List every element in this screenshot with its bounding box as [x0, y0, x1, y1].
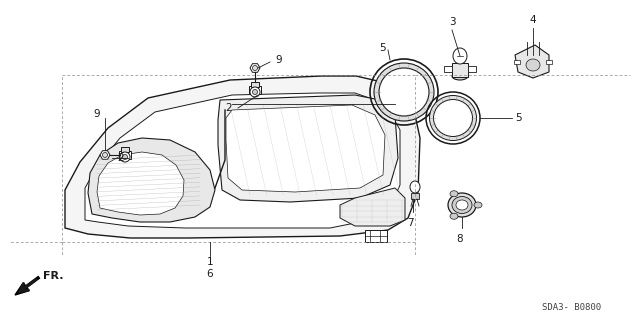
Ellipse shape [374, 63, 434, 121]
Polygon shape [515, 45, 549, 78]
Ellipse shape [450, 213, 458, 219]
Ellipse shape [456, 200, 468, 210]
Polygon shape [88, 138, 215, 222]
Text: 4: 4 [530, 15, 536, 25]
Circle shape [253, 90, 257, 94]
Ellipse shape [433, 100, 472, 137]
Text: 1: 1 [207, 257, 213, 267]
Bar [444, 66, 452, 72]
Polygon shape [218, 95, 398, 202]
Bar [468, 66, 476, 72]
Bar [251, 82, 259, 87]
Polygon shape [250, 64, 260, 72]
Polygon shape [100, 151, 110, 159]
Polygon shape [340, 188, 405, 226]
Ellipse shape [379, 68, 429, 116]
Text: 8: 8 [457, 234, 463, 244]
Ellipse shape [448, 193, 476, 217]
Bar [119, 151, 131, 159]
Text: FR.: FR. [43, 271, 63, 281]
Text: 9: 9 [93, 109, 100, 119]
Polygon shape [65, 76, 420, 238]
Circle shape [122, 154, 127, 160]
Text: 6: 6 [207, 269, 213, 279]
Text: 2: 2 [225, 103, 232, 113]
Text: 5: 5 [515, 113, 522, 123]
Circle shape [253, 65, 257, 70]
Text: 9: 9 [275, 55, 282, 65]
Bar [452, 63, 468, 77]
Bar [546, 60, 552, 64]
Text: 2: 2 [117, 153, 124, 163]
Bar [249, 86, 261, 94]
Ellipse shape [410, 181, 420, 193]
Ellipse shape [450, 191, 458, 197]
Polygon shape [15, 283, 29, 295]
Polygon shape [97, 152, 184, 215]
Bar [365, 230, 387, 242]
Ellipse shape [429, 95, 477, 140]
Text: 3: 3 [449, 17, 455, 27]
Circle shape [102, 152, 108, 158]
Text: SDA3- B0800: SDA3- B0800 [543, 303, 602, 313]
Ellipse shape [474, 202, 482, 208]
Polygon shape [226, 105, 385, 192]
Bar [514, 60, 520, 64]
Bar [121, 147, 129, 152]
Text: 5: 5 [380, 43, 386, 53]
Circle shape [120, 152, 130, 162]
Bar [411, 193, 419, 199]
Text: 7: 7 [406, 218, 413, 228]
Ellipse shape [453, 48, 467, 64]
Polygon shape [85, 93, 400, 228]
Ellipse shape [452, 72, 468, 80]
Ellipse shape [452, 197, 472, 213]
Circle shape [250, 87, 260, 97]
Ellipse shape [526, 59, 540, 71]
